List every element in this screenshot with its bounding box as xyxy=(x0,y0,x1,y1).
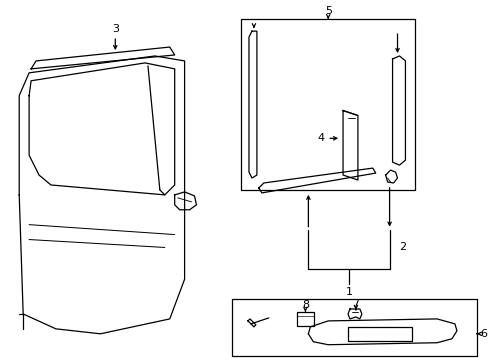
Text: 7: 7 xyxy=(352,299,359,309)
Text: 3: 3 xyxy=(112,24,119,34)
Bar xyxy=(347,327,411,341)
Bar xyxy=(296,312,314,326)
Text: 8: 8 xyxy=(301,300,308,310)
Text: 2: 2 xyxy=(398,243,405,252)
Text: 4: 4 xyxy=(317,133,324,143)
Text: 1: 1 xyxy=(345,287,352,297)
Text: 5: 5 xyxy=(324,6,331,16)
Text: 6: 6 xyxy=(479,329,486,339)
